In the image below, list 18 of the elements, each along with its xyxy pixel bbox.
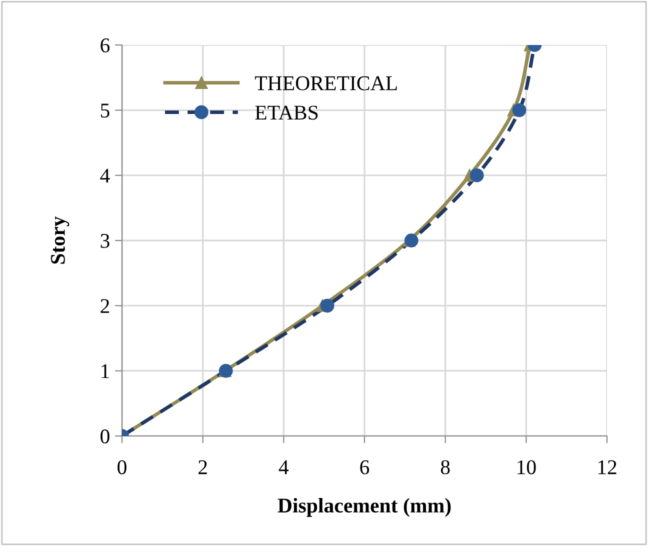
y-tick-label: 1	[102, 364, 109, 378]
y-tick-label: 5	[100, 104, 110, 118]
x-tick-label: 0	[118, 460, 126, 474]
y-tick-label: 6	[100, 38, 110, 52]
x-tick-label: 2	[198, 460, 207, 474]
y-tick-label: 4	[100, 168, 110, 183]
x-tick-label: 10	[518, 460, 536, 474]
x-axis-title: Displacement (mm)	[278, 498, 451, 517]
x-tick-label: 4	[278, 460, 289, 474]
x-tick-label: 6	[360, 460, 370, 474]
x-tick-label: 12	[598, 460, 616, 474]
legend-label: THEORETICAL	[254, 76, 397, 90]
legend-label: ETABS	[255, 106, 318, 120]
y-tick-label: 0	[100, 429, 110, 444]
y-tick-label: 3	[100, 234, 110, 248]
y-tick-label: 2	[100, 299, 110, 313]
x-tick-label: 8	[440, 460, 450, 474]
y-axis-title: Story	[50, 216, 70, 264]
